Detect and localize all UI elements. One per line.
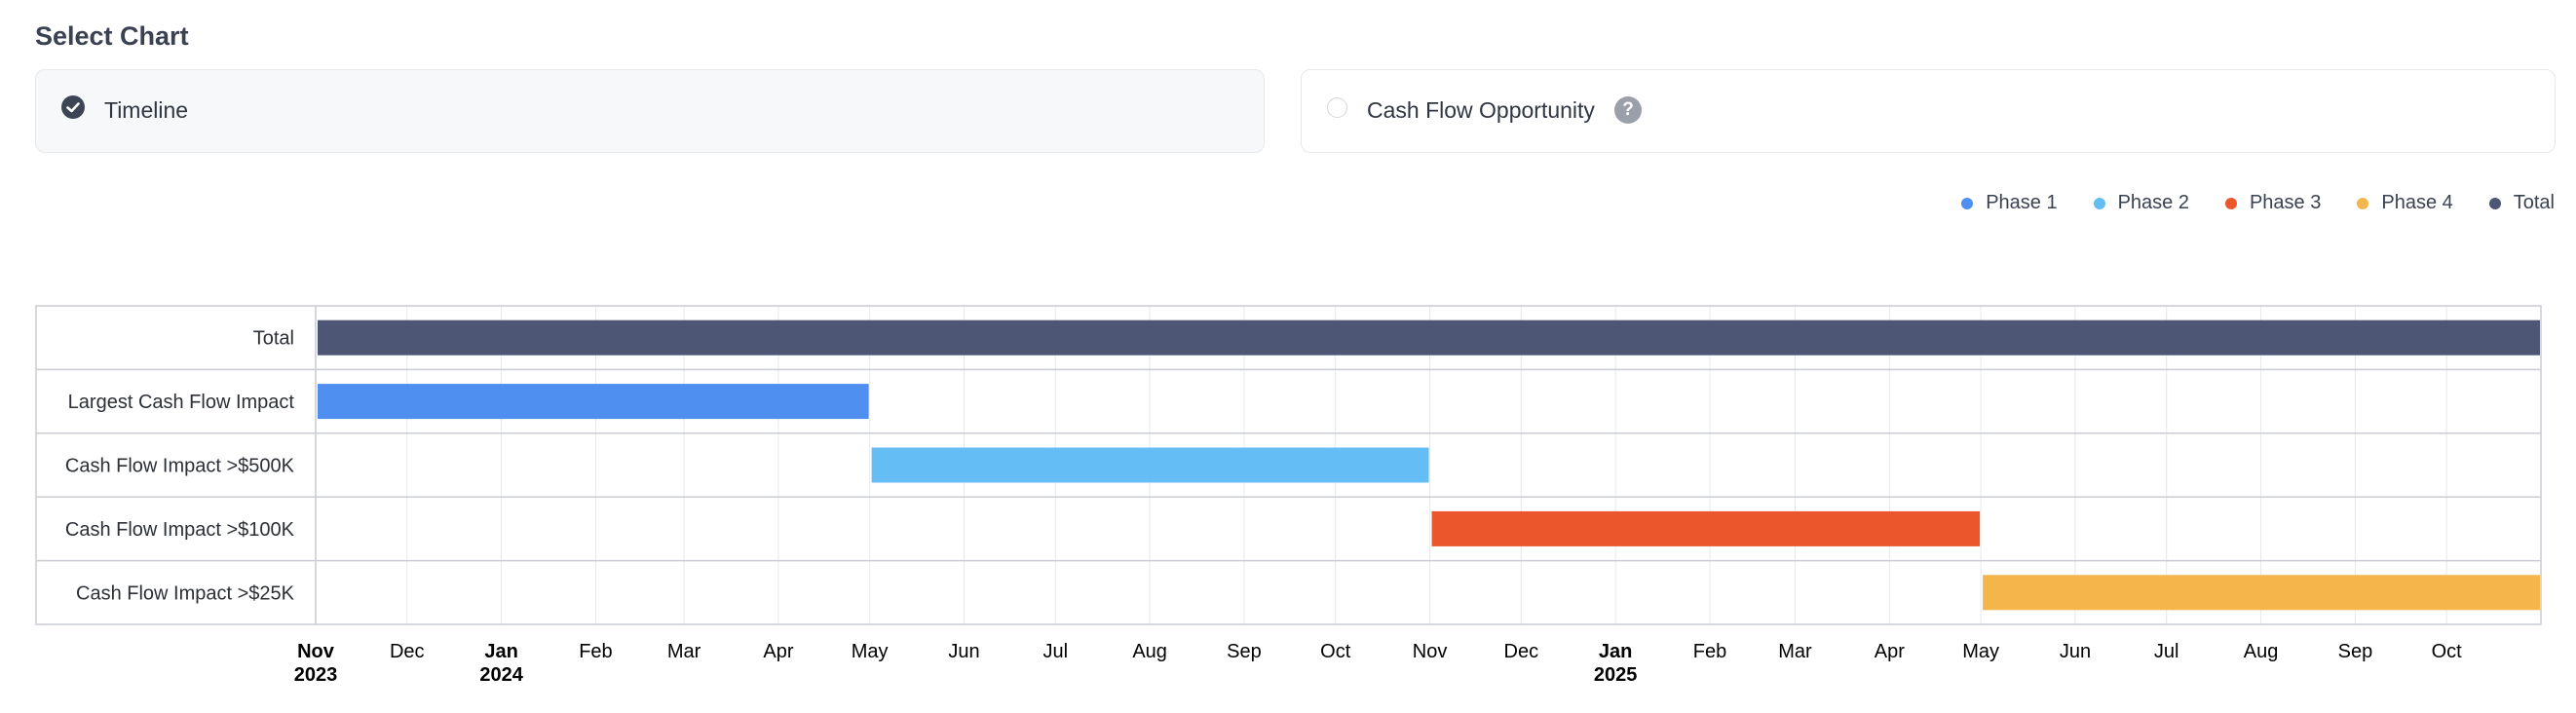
row-label: Cash Flow Impact >$25K (76, 582, 295, 604)
tick-label: Sep (2338, 641, 2373, 662)
tick-year-label: 2025 (1594, 664, 1638, 686)
legend-item-phase-1[interactable]: Phase 1 (1961, 192, 2058, 214)
bar-cash-flow-impact-25k (1983, 575, 2540, 611)
bar-total (318, 319, 2540, 356)
chart-option-timeline[interactable]: Timeline (35, 69, 1265, 153)
legend-item-phase-4[interactable]: Phase 4 (2357, 192, 2453, 214)
page-title: Select Chart (35, 21, 189, 51)
tick-label: Oct (1320, 641, 1351, 662)
tick-label: Jan (484, 641, 517, 662)
chart-option-label: Cash Flow Opportunity (1367, 97, 1595, 123)
legend-item-phase-2[interactable]: Phase 2 (2093, 192, 2189, 214)
tick-label: Nov (1413, 641, 1448, 662)
tick-label: Aug (2244, 641, 2279, 662)
tick-label: Dec (390, 641, 425, 662)
check-circle-icon[interactable] (61, 95, 85, 119)
row-label: Cash Flow Impact >$100K (65, 519, 295, 541)
radio-icon[interactable] (1327, 97, 1347, 118)
bar-cash-flow-impact-500k (871, 447, 1429, 483)
row-label: Largest Cash Flow Impact (68, 392, 295, 413)
tick-label: May (852, 641, 889, 662)
chart-border (35, 305, 2542, 625)
tick-label: Sep (1227, 641, 1262, 662)
legend-dot-phase-3 (2224, 197, 2237, 209)
legend-dot-phase-2 (2093, 197, 2105, 209)
row-label: Cash Flow Impact >$500K (65, 456, 295, 477)
tick-label: Jun (2060, 641, 2091, 662)
tick-label: May (1962, 641, 1999, 662)
legend-label: Phase 4 (2381, 192, 2453, 213)
legend-dot-phase-1 (1961, 197, 1974, 209)
legend-item-total[interactable]: Total (2488, 192, 2555, 214)
tick-label: Jul (2154, 641, 2179, 662)
tick-label: Feb (579, 641, 612, 662)
tick-label: Nov (297, 641, 335, 662)
tick-label: Dec (1504, 641, 1539, 662)
legend-item-phase-3[interactable]: Phase 3 (2224, 192, 2322, 214)
tick-year-label: 2023 (294, 664, 338, 686)
chart-option-label: Timeline (104, 97, 189, 123)
legend-label: Phase 3 (2249, 192, 2322, 213)
tick-label: Mar (667, 641, 701, 662)
chart-legend: Phase 1 Phase 2 Phase 3 Phase 4 Total (1925, 192, 2555, 214)
bar-largest-cash-flow-impact (318, 384, 869, 420)
tick-label: Oct (2432, 641, 2463, 662)
tick-label: Feb (1693, 641, 1726, 662)
chart-option-cash-flow-opportunity[interactable]: Cash Flow Opportunity ? (1301, 69, 2556, 153)
legend-label: Total (2513, 192, 2555, 213)
tick-label: Mar (1778, 641, 1812, 662)
bar-cash-flow-impact-100k (1431, 510, 1981, 546)
tick-label: Apr (1875, 641, 1905, 662)
tick-label: Apr (763, 641, 793, 662)
tick-year-label: 2024 (479, 664, 523, 686)
tick-label: Jul (1042, 641, 1068, 662)
legend-label: Phase 2 (2117, 192, 2189, 213)
tick-label: Aug (1132, 641, 1167, 662)
row-label: Total (253, 328, 294, 350)
tick-label: Jan (1599, 641, 1632, 662)
legend-dot-phase-4 (2357, 197, 2369, 209)
legend-dot-total (2488, 197, 2501, 209)
legend-label: Phase 1 (1986, 192, 2058, 213)
question-icon[interactable]: ? (1614, 96, 1642, 124)
tick-label: Jun (948, 641, 979, 662)
